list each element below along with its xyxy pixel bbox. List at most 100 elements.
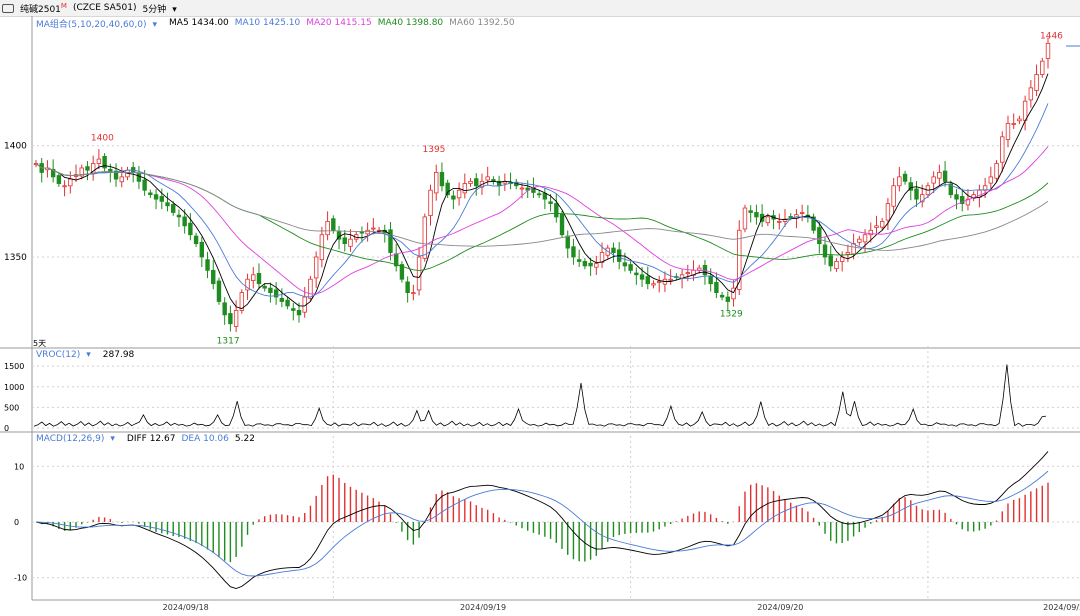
candle-body <box>308 278 313 299</box>
macd-indicator-selector[interactable]: MACD(12,26,9) ▾ <box>36 434 121 444</box>
candle-body <box>79 167 84 177</box>
ma5-value: MA5 1434.00 <box>169 18 229 28</box>
candle-body <box>371 227 376 230</box>
date-tick-label: 2024/09/23 <box>1043 603 1080 612</box>
candle-body <box>216 280 222 302</box>
candle-body <box>348 238 353 247</box>
candle-body <box>536 193 542 196</box>
candle-body <box>920 194 925 203</box>
candle-body <box>651 283 656 286</box>
candle-body <box>777 220 782 223</box>
chevron-down-icon: ▾ <box>152 19 158 30</box>
macd-hist-value: 5.22 <box>234 434 255 444</box>
candle-body <box>714 281 719 293</box>
vroc-indicator-selector[interactable]: VROC(12) ▾ <box>36 350 97 360</box>
high-price-label: 1400 <box>91 134 114 144</box>
candle-body <box>571 246 576 258</box>
chevron-down-icon: ▾ <box>86 350 91 360</box>
macd-tick-label: 10 <box>14 462 24 471</box>
candle-body <box>228 313 233 325</box>
candle-body <box>205 259 210 271</box>
candle-body <box>748 210 753 213</box>
candle-body <box>931 176 936 184</box>
ma-header: MA组合(5,10,20,40,60,0) ▾ MA5 1434.00 MA10 … <box>36 16 521 30</box>
macd-diff-value: DIFF 12.67 <box>126 434 176 444</box>
candle-body <box>416 256 422 291</box>
candle-body <box>611 247 616 253</box>
candle-body <box>256 273 262 285</box>
candle-body <box>325 220 330 236</box>
candle-body <box>1011 123 1016 125</box>
candle-body <box>942 170 948 182</box>
candle-body <box>834 261 839 269</box>
ma5-line <box>35 73 1049 310</box>
candle-body <box>113 170 119 180</box>
candle-body <box>879 220 885 228</box>
candle-body <box>1034 74 1039 91</box>
candle-body <box>359 231 365 234</box>
candle-body <box>994 163 999 179</box>
candle-body <box>576 259 582 262</box>
candle-body <box>1028 87 1034 101</box>
candle-body <box>948 183 954 196</box>
candle-body <box>56 175 62 184</box>
ma-indicator-label: MA组合(5,10,20,40,60,0) <box>36 19 147 30</box>
candle-body <box>136 173 142 182</box>
candle-body <box>456 189 462 199</box>
candle-body <box>885 203 891 221</box>
candle-body <box>742 207 748 230</box>
candle-body <box>519 187 525 190</box>
vroc-tick-label: 500 <box>4 403 19 412</box>
candle-body <box>434 172 439 194</box>
symbol-name: 纯碱2501 <box>20 4 61 15</box>
candle-body <box>365 229 370 235</box>
candle-body <box>559 213 565 236</box>
candle-body <box>62 185 67 188</box>
candle-body <box>285 299 290 307</box>
price-tick-label: 1350 <box>4 253 27 263</box>
candle-body <box>399 264 405 280</box>
candle-body <box>388 229 393 253</box>
candle-body <box>119 176 124 183</box>
candle-body <box>954 194 959 200</box>
ma-indicator-selector[interactable]: MA组合(5,10,20,40,60,0) ▾ <box>36 17 163 30</box>
candle-body <box>279 297 285 302</box>
candle-body <box>222 302 227 316</box>
high-price-label: 1395 <box>423 145 446 155</box>
candle-body <box>96 158 102 164</box>
chart-icon <box>2 3 14 13</box>
candle-body <box>445 182 450 196</box>
ma60-value: MA60 1392.50 <box>449 18 515 28</box>
candle-body <box>268 287 273 293</box>
vroc-tick-label: 1000 <box>4 383 24 392</box>
period-selector[interactable]: 5分钟 ▾ <box>142 2 182 15</box>
macd-tick-label: 0 <box>14 518 19 527</box>
candle-body <box>211 269 216 285</box>
candle-body <box>639 274 645 280</box>
candle-body <box>468 180 473 184</box>
candle-body <box>965 198 971 206</box>
candle-body <box>822 244 828 258</box>
candle-body <box>1017 118 1022 122</box>
candle-body <box>148 192 153 196</box>
macd-header: MACD(12,26,9) ▾ DIFF 12.67 DEA 10.06 5.22 <box>36 432 261 446</box>
candle-body <box>142 179 147 191</box>
price-tick-label: 1400 <box>4 142 27 152</box>
candle-body <box>765 216 771 224</box>
candle-body <box>554 203 559 218</box>
chevron-down-icon: ▾ <box>110 434 115 444</box>
vroc-value: 287.98 <box>102 350 135 360</box>
candle-body <box>719 294 725 298</box>
candle-body <box>628 264 633 271</box>
candle-body <box>245 278 250 291</box>
candle-body <box>251 274 256 281</box>
candle-body <box>937 172 942 179</box>
candle-body <box>594 263 599 268</box>
day-tag: 5天 <box>33 338 47 348</box>
candle-body <box>702 265 708 276</box>
candle-body <box>725 296 731 302</box>
candle-body <box>788 216 793 218</box>
macd-dea-line <box>35 470 1049 577</box>
candle-body <box>159 196 164 202</box>
